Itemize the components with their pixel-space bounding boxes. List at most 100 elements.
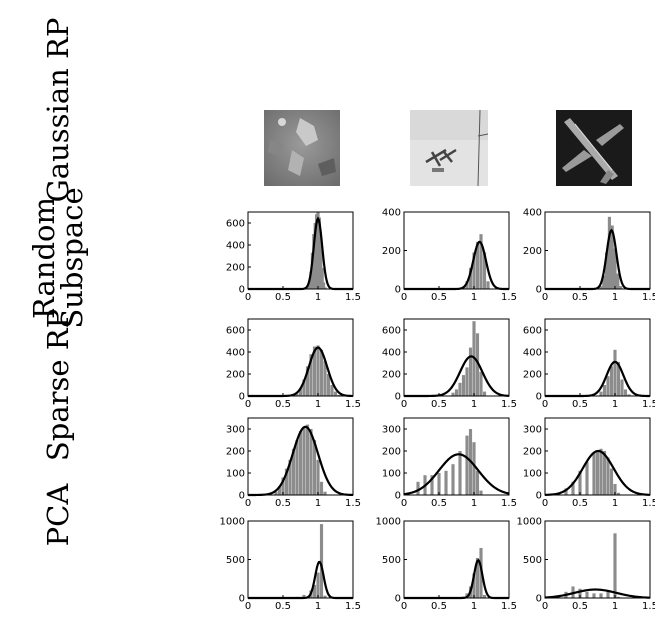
x-tick-label: 1 [471,292,477,303]
histogram-bar [606,591,610,598]
y-tick-label: 400 [523,348,542,359]
plot-axes-box [247,211,354,290]
row-label-pca: PCA [41,483,75,547]
histogram-bar [323,287,327,289]
x-tick-label: 0.5 [572,399,588,410]
histogram-panel: 0 0.5 1 1.5 0 100 200 300 [382,417,517,509]
y-tick-label: 0 [239,392,245,403]
plot-axes-box [247,520,354,599]
x-tick-label: 0.5 [431,399,447,410]
gaussian-fit-curve [545,360,650,398]
histogram-panels: 0 0.5 1 1.5 0 200 400 600 0 0.5 1 1.5 0 200 400 0 0.5 1 1.… [220,208,655,613]
histogram-bar [316,345,320,396]
histogram-bar [319,524,324,598]
y-tick-label: 600 [523,326,542,337]
histogram-bar [451,464,455,495]
histogram-bar [295,393,299,396]
y-tick-label: 0 [395,594,401,605]
y-tick-label: 400 [226,241,245,252]
y-tick-label: 1000 [220,517,245,528]
y-tick-label: 200 [382,447,401,458]
airplane-image [556,110,632,186]
x-tick-label: 1.5 [501,498,517,509]
x-tick-label: 1.5 [345,601,361,612]
histogram-bar [616,492,621,495]
histogram-bar [605,252,609,289]
y-tick-label: 300 [226,425,245,436]
histogram-bar [468,267,473,289]
histogram-bar [613,484,617,495]
histogram-bar [322,282,326,289]
histogram-bar [465,281,469,289]
x-tick-label: 1.5 [642,292,655,303]
histogram-bar [319,242,323,289]
x-tick-label: 1 [612,498,618,509]
histogram-bar [451,392,455,396]
histogram-bar [330,385,334,396]
y-tick-label: 1000 [376,517,401,528]
y-tick-label: 300 [382,425,401,436]
plot-axes-box [403,211,510,290]
y-tick-label: 0 [395,285,401,296]
histogram-bar [458,451,462,495]
y-tick-label: 600 [226,326,245,337]
histogram-bar [482,391,487,396]
histogram-bar [277,486,282,495]
y-tick-label: 0 [395,491,401,502]
y-tick-label: 0 [239,491,245,502]
x-tick-label: 1.5 [345,292,361,303]
histogram-bar [627,394,631,396]
histogram-bar [623,389,628,396]
histogram-bar [606,457,610,495]
gaussian-fit-curve [404,558,509,600]
x-tick-label: 1 [315,292,321,303]
y-tick-label: 200 [523,447,542,458]
histogram-bar [613,248,617,289]
y-tick-label: 600 [382,326,401,337]
gaussian-fit-curve [248,216,353,291]
y-tick-label: 400 [523,208,542,219]
y-tick-label: 400 [226,348,245,359]
x-tick-label: 0.5 [572,601,588,612]
histogram-bar [595,451,600,495]
x-tick-label: 0.5 [572,498,588,509]
x-tick-label: 0.5 [275,498,291,509]
histogram-panel: 0 0.5 1 1.5 0 200 400 600 [226,318,361,410]
histogram-bar [616,273,620,289]
histogram-bar [274,491,278,495]
row-labels: Gaussian RP Random Subspace Sparse RP PC… [27,18,89,547]
histogram-bar [585,462,589,495]
y-tick-label: 1000 [517,517,542,528]
row-label-subspace: Subspace [55,187,89,328]
histogram-panel: 0 0.5 1 1.5 0 200 400 600 [226,211,361,303]
histogram-bar [333,391,338,396]
histogram-bar [302,594,306,598]
histogram-panel: 0 0.5 1 1.5 0 200 400 [523,208,655,304]
histogram-bar [619,286,623,289]
histogram-bar [309,429,313,495]
plot-axes-box [247,318,354,397]
x-tick-label: 0.5 [431,292,447,303]
histogram-bar [475,333,480,396]
histogram-bar [281,477,285,495]
x-tick-label: 1.5 [501,292,517,303]
histogram-bar [585,591,589,598]
histogram-panel: 0 0.5 1 1.5 0 200 400 600 [523,318,655,410]
histogram-bar [609,468,614,495]
histogram-bar [430,475,434,495]
x-tick-label: 1 [315,399,321,410]
histogram-bar [298,388,303,396]
y-tick-label: 100 [523,469,542,480]
x-tick-label: 0 [542,498,548,509]
histogram-bar [337,394,341,396]
histogram-bar [305,366,310,396]
histogram-bar [602,275,606,289]
x-tick-label: 0.5 [275,292,291,303]
histogram-bar [461,375,466,396]
y-tick-label: 300 [523,425,542,436]
x-tick-label: 0 [245,498,251,509]
gaussian-fit-curve [544,588,651,599]
x-tick-label: 1 [612,292,618,303]
plot-axes-box [544,520,651,599]
